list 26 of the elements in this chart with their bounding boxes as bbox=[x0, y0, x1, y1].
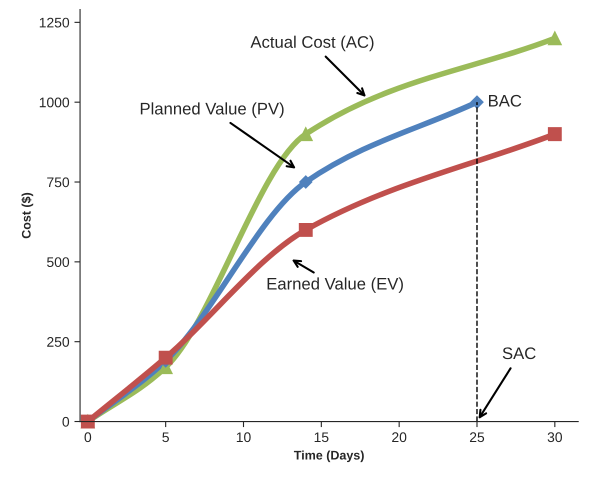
y-tick-label: 750 bbox=[47, 177, 70, 188]
x-tick-label: 5 bbox=[162, 432, 169, 442]
x-tick-label: 30 bbox=[548, 432, 562, 442]
y-tick-label: 1250 bbox=[40, 18, 70, 28]
x-tick-label: 10 bbox=[236, 432, 251, 442]
annotation: BAC bbox=[489, 94, 522, 107]
point bbox=[299, 175, 312, 189]
annotation: Actual Cost (AC) bbox=[250, 36, 374, 52]
annotation: Earned Value (EV) bbox=[268, 277, 403, 293]
x-tick-label: 20 bbox=[392, 432, 406, 442]
x-tick-label: 15 bbox=[314, 432, 328, 442]
point bbox=[548, 127, 562, 142]
point bbox=[298, 222, 313, 237]
annotation: Planned Value (PV) bbox=[140, 102, 284, 118]
y-tick-label: 250 bbox=[47, 337, 70, 347]
point bbox=[470, 96, 484, 109]
point bbox=[158, 350, 173, 365]
point bbox=[548, 31, 562, 46]
y-tick-label: 500 bbox=[47, 257, 70, 268]
ref-line-label: SAC bbox=[502, 347, 536, 360]
y-tick-label: 0 bbox=[62, 416, 70, 427]
y-tick-label: 1000 bbox=[40, 98, 70, 108]
x-tick-label: 0 bbox=[84, 432, 92, 442]
y-axis-title: Cost ($) bbox=[21, 192, 34, 238]
x-tick-label: 25 bbox=[470, 432, 484, 442]
x-axis-title: Time (Days) bbox=[294, 450, 364, 462]
